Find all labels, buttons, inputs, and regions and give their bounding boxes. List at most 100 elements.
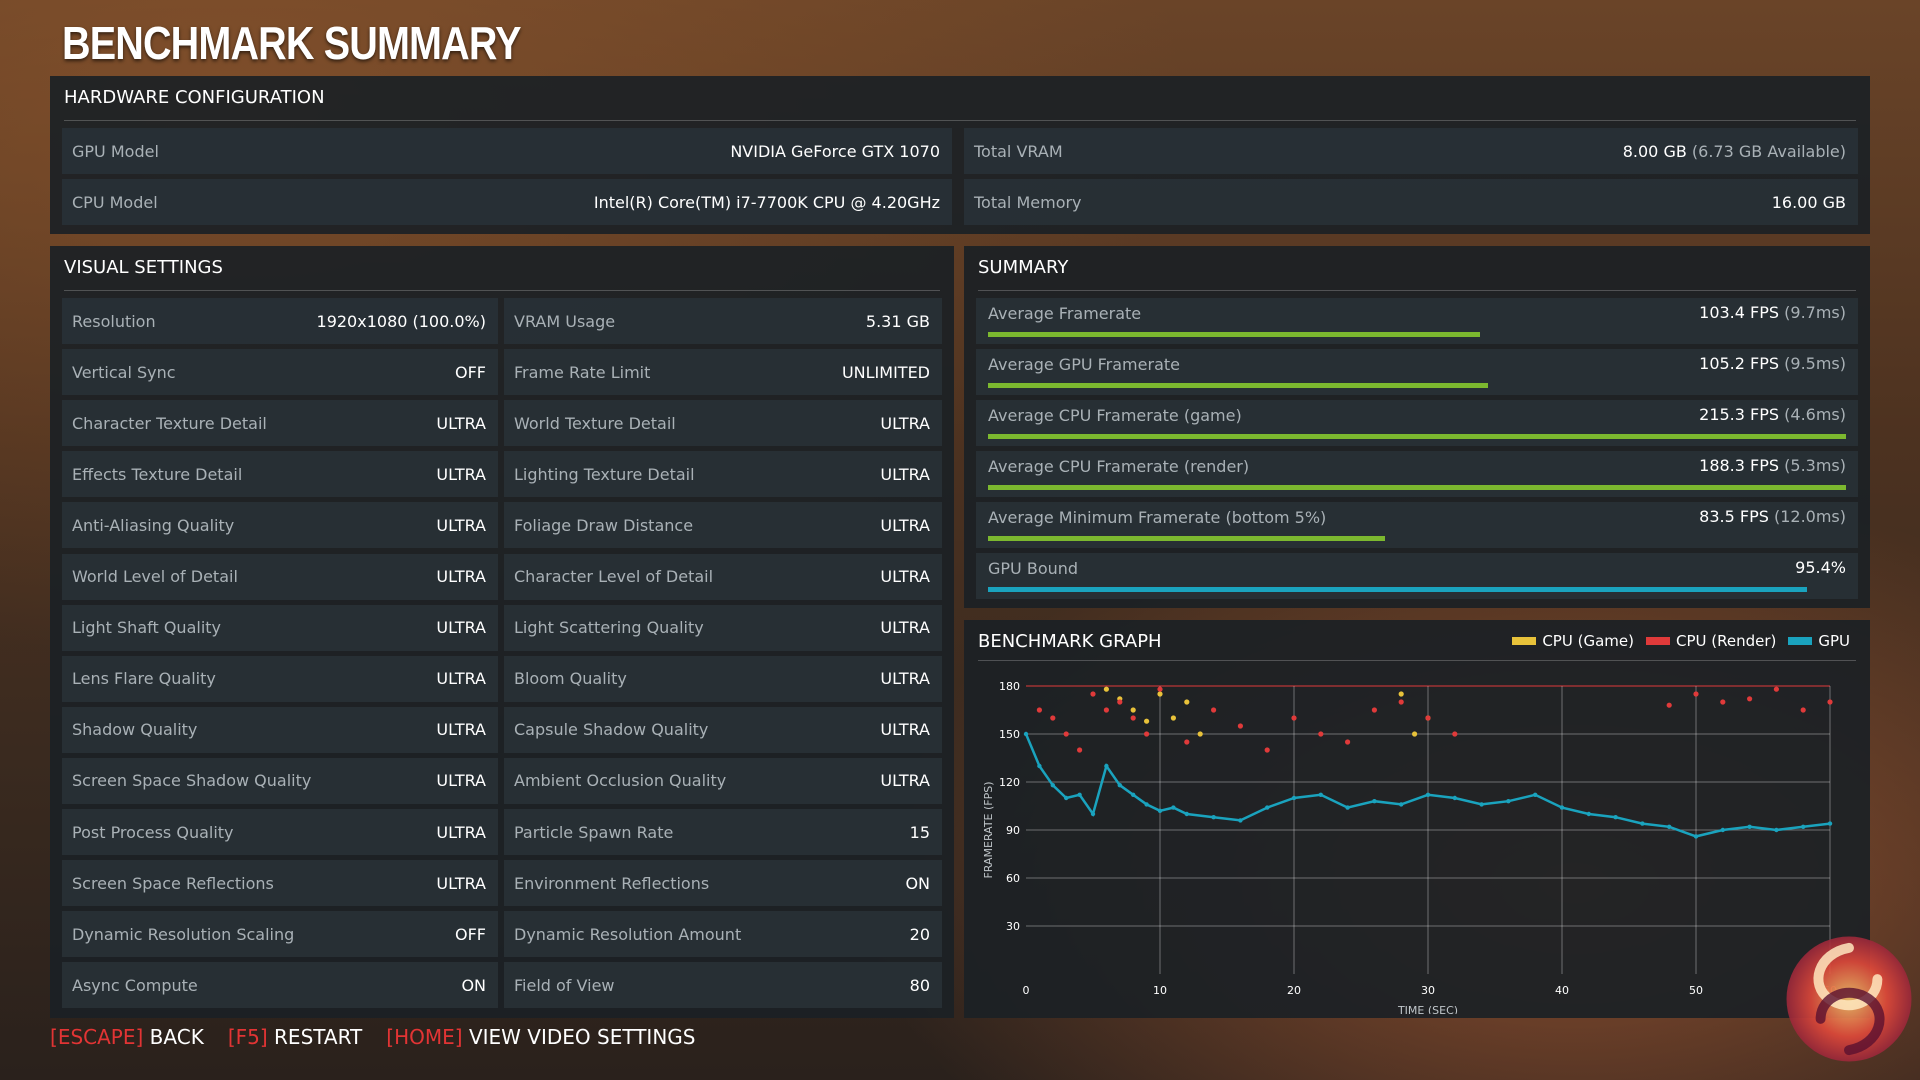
restart-label: RESTART [274,1025,363,1049]
setting-value: UNLIMITED [841,362,930,382]
legend-label: CPU (Render) [1675,632,1777,650]
setting-row-effects-texture-detail: Effects Texture Detail ULTRA [62,451,498,498]
setting-row-dynamic-resolution-amount: Dynamic Resolution Amount 20 [504,911,942,958]
data-point [1063,731,1069,737]
setting-row-dynamic-resolution-scaling: Dynamic Resolution Scaling OFF [62,911,498,958]
setting-row-light-scattering-quality: Light Scattering Quality ULTRA [504,604,942,651]
page-title: BENCHMARK SUMMARY [62,17,521,69]
summary-label: Average CPU Framerate (game) [988,406,1242,425]
setting-row-character-level-of-detail: Character Level of Detail ULTRA [504,553,942,600]
data-point [1064,795,1069,801]
cpu-model-label: CPU Model [72,192,158,212]
data-point [1399,802,1404,807]
data-point [1144,802,1149,807]
data-point [1291,715,1297,721]
summary-value-main: 103.4 FPS [1699,303,1780,322]
home-video-settings-button[interactable]: [HOME] VIEW VIDEO SETTINGS [386,1025,696,1049]
summary-value-ms: (12.0ms) [1773,507,1846,526]
setting-value: ULTRA [880,669,930,689]
data-point [1398,691,1404,697]
setting-row-screen-space-reflections: Screen Space Reflections ULTRA [62,860,498,907]
total-memory-value: 16.00 GB [1771,192,1846,212]
data-point [1050,715,1056,721]
data-point [1077,792,1082,797]
visual-settings-header: VISUAL SETTINGS [64,246,940,291]
summary-row-average-minimum-framerate: Average Minimum Framerate (bottom 5%) 83.… [976,502,1858,548]
setting-label: Lens Flare Quality [72,669,216,689]
data-point [1130,707,1136,713]
data-point [1412,731,1418,737]
legend-item: CPU (Render) [1645,632,1777,650]
data-point [1398,699,1404,705]
data-point [1131,792,1136,797]
setting-row-capsule-shadow-quality: Capsule Shadow Quality ULTRA [504,706,942,753]
x-tick-label: 0 [1023,984,1030,997]
data-point [1318,731,1324,737]
setting-row-bloom-quality: Bloom Quality ULTRA [504,655,942,702]
y-axis-label: FRAMERATE (FPS) [982,781,995,878]
x-tick-label: 30 [1421,984,1435,997]
y-tick-label: 30 [1006,920,1020,933]
data-point [1801,824,1806,829]
data-point [1640,821,1645,826]
summary-value: 83.5 FPS (12.0ms) [1699,507,1846,526]
summary-header: SUMMARY [978,246,1856,291]
legend-swatch [1645,637,1670,645]
data-point [1157,691,1163,697]
cpu-model-row: CPU Model Intel(R) Core(TM) i7-7700K CPU… [62,179,952,225]
setting-label: Screen Space Shadow Quality [72,771,312,791]
escape-back-button[interactable]: [ESCAPE] BACK [50,1025,204,1049]
data-point [1237,723,1243,729]
setting-label: Screen Space Reflections [72,873,274,893]
setting-value: ULTRA [436,873,486,893]
x-axis-label: TIME (SEC) [1397,1004,1458,1014]
setting-label: Character Level of Detail [514,567,714,586]
setting-value: ULTRA [880,515,930,535]
data-point [1667,824,1672,829]
setting-value: ULTRA [436,669,486,689]
data-point [1184,699,1190,705]
data-point [1452,795,1457,801]
setting-row-vertical-sync: Vertical Sync OFF [62,349,498,396]
data-point [1103,686,1109,692]
data-point [1747,824,1752,829]
setting-row-post-process-quality: Post Process Quality ULTRA [62,809,498,855]
data-point [1157,808,1163,813]
summary-value-ms: (4.6ms) [1784,405,1846,424]
setting-value: ULTRA [880,567,930,586]
setting-label: Async Compute [72,975,198,995]
data-point [1693,691,1699,697]
f5-key: F5 [235,1025,260,1049]
f5-restart-button[interactable]: [F5] RESTART [227,1025,363,1049]
total-vram-available: (6.73 GB Available) [1691,141,1846,161]
setting-label: Vertical Sync [72,362,176,382]
summary-label: Average GPU Framerate [988,355,1180,374]
data-point [1559,805,1565,810]
data-point [1264,747,1270,753]
video-settings-label: VIEW VIDEO SETTINGS [468,1025,696,1049]
data-point [1774,827,1779,833]
summary-bar [988,434,1846,439]
summary-value-ms: (9.5ms) [1784,354,1846,373]
data-point [1720,827,1725,833]
total-vram-amount: 8.00 GB [1622,141,1687,161]
setting-label: Resolution [72,311,156,331]
data-point [1452,731,1458,737]
setting-label: Lighting Texture Detail [514,464,695,484]
setting-label: World Level of Detail [72,567,238,586]
setting-value: ULTRA [880,720,930,740]
y-tick-label: 180 [999,680,1020,693]
summary-value-main: 105.2 FPS [1699,354,1780,373]
x-tick-label: 20 [1287,984,1301,997]
data-point [1184,811,1189,817]
legend-item: CPU (Game) [1512,632,1634,650]
data-point [1023,731,1029,737]
setting-label: Capsule Shadow Quality [514,720,709,740]
home-key: HOME [394,1025,455,1049]
data-point [1117,783,1122,788]
data-point [1050,783,1055,788]
summary-value: 215.3 FPS (4.6ms) [1699,405,1846,424]
x-tick-label: 40 [1555,984,1569,997]
data-point [1372,799,1377,804]
gpu-model-label: GPU Model [72,141,159,161]
